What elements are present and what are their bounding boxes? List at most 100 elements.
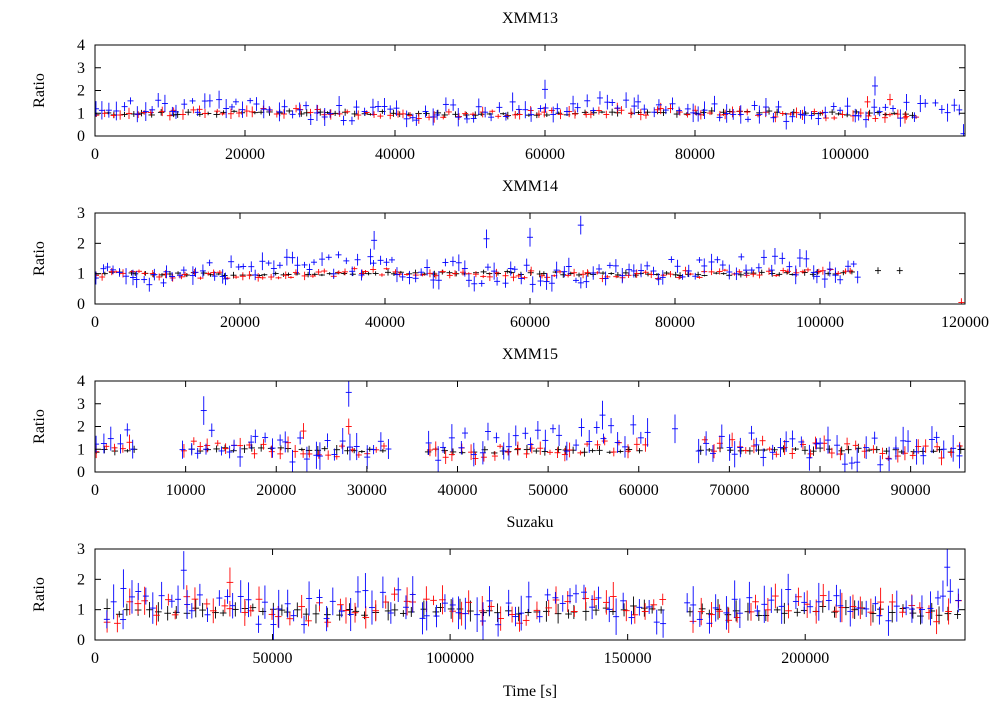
data-point (486, 586, 493, 616)
data-point (194, 108, 201, 117)
data-point (726, 434, 733, 461)
data-point (713, 271, 720, 275)
data-point (555, 446, 562, 454)
data-point (163, 265, 170, 279)
data-point (449, 256, 456, 267)
data-point (257, 110, 265, 115)
data-point (716, 268, 723, 275)
data-point (753, 437, 760, 452)
data-point (239, 101, 246, 118)
data-point (871, 431, 878, 445)
data-point (635, 94, 642, 110)
data-point (197, 276, 204, 280)
data-point (226, 600, 234, 617)
x-tick-label: 150000 (604, 650, 652, 667)
data-point (756, 271, 763, 279)
data-point (472, 452, 479, 466)
data-point (696, 276, 703, 279)
data-point (720, 272, 727, 275)
data-point (813, 269, 820, 284)
data-point (227, 108, 234, 119)
data-point (216, 590, 223, 606)
data-point (524, 608, 532, 617)
data-point (439, 269, 446, 275)
data-point (571, 606, 578, 617)
data-point (368, 590, 375, 625)
data-point (659, 593, 667, 606)
data-point (255, 586, 263, 613)
data-point (733, 267, 740, 281)
data-point (731, 580, 738, 619)
data-point (866, 109, 873, 117)
data-point (116, 268, 123, 277)
data-point (850, 260, 857, 268)
data-point (430, 271, 437, 289)
data-point (362, 573, 369, 609)
data-point (219, 269, 226, 284)
y-tick-label: 0 (77, 128, 85, 145)
data-point (890, 111, 898, 116)
data-point (497, 443, 504, 449)
data-point (484, 422, 491, 441)
data-point (760, 448, 767, 467)
data-point (660, 273, 667, 277)
data-point (325, 254, 332, 261)
data-point (233, 275, 240, 279)
data-point (312, 604, 320, 624)
data-point (922, 439, 929, 453)
data-point (703, 431, 710, 456)
data-point (171, 610, 179, 620)
data-point (737, 105, 744, 124)
data-point (825, 271, 832, 276)
data-point (260, 439, 267, 450)
data-point (925, 605, 933, 620)
data-point (340, 115, 347, 126)
data-point (370, 259, 377, 267)
data-point (487, 601, 495, 612)
data-point (641, 104, 648, 114)
data-point (205, 271, 212, 276)
data-point (683, 112, 691, 116)
data-point (928, 426, 935, 454)
data-point (529, 276, 536, 293)
data-point (470, 442, 477, 467)
data-point (548, 107, 555, 114)
data-point (686, 607, 694, 617)
data-point (426, 443, 433, 457)
data-point (247, 97, 254, 104)
y-tick-label: 3 (77, 541, 85, 558)
data-point (831, 115, 838, 121)
data-point (229, 592, 236, 619)
data-point (729, 106, 736, 118)
data-point (445, 108, 452, 116)
data-point (944, 606, 952, 621)
data-point (158, 273, 165, 277)
data-point (159, 106, 166, 117)
data-point (640, 599, 648, 617)
data-point (206, 94, 213, 108)
data-point (565, 257, 572, 276)
data-point (695, 271, 702, 278)
data-point (142, 102, 149, 122)
data-point (745, 116, 752, 123)
data-point (252, 269, 259, 281)
data-point (637, 431, 644, 444)
data-point (286, 108, 293, 114)
data-point (269, 438, 276, 458)
data-point (902, 111, 909, 118)
data-point (303, 446, 310, 472)
data-point (199, 264, 206, 278)
data-point (930, 449, 937, 454)
data-point (268, 445, 275, 458)
data-point (450, 99, 457, 111)
data-point (270, 260, 277, 277)
data-point (311, 259, 318, 266)
data-point (630, 264, 637, 278)
data-point (849, 594, 857, 619)
data-point (714, 256, 721, 264)
data-point (359, 269, 366, 278)
data-point (574, 102, 581, 113)
data-point (676, 106, 683, 115)
data-point (236, 108, 243, 118)
data-point (879, 447, 886, 460)
